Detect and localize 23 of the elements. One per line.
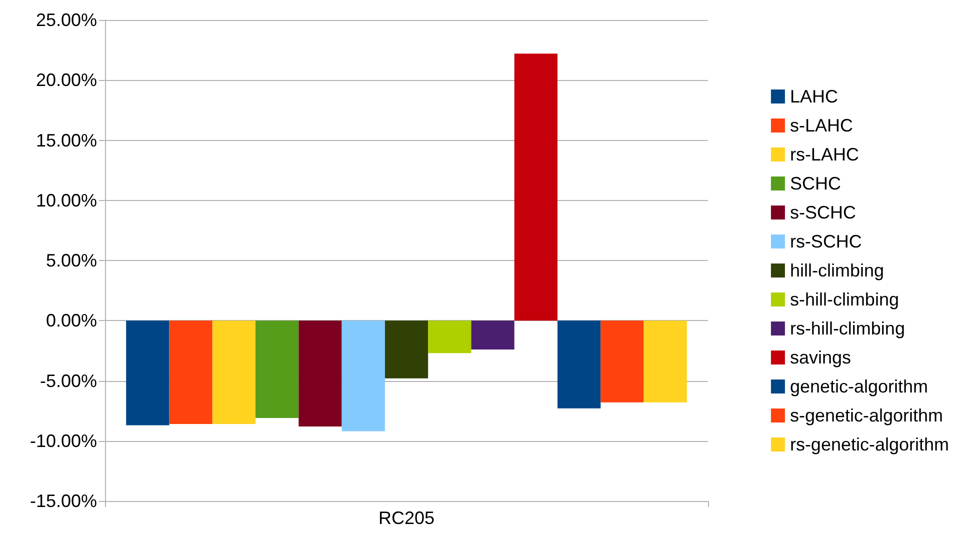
legend-label: savings [790,348,851,368]
y-tick-label: 25.00% [36,10,97,30]
legend-label: LAHC [790,86,838,106]
legend-label: rs-SCHC [790,232,862,252]
y-tick-label: 15.00% [36,130,97,150]
y-tick-label: -5.00% [40,370,97,391]
legend-label: s-SCHC [790,202,856,222]
y-tick-label: -10.00% [30,430,97,451]
y-tick-label: 0.00% [46,310,97,331]
legend-label: s-hill-climbing [790,290,899,310]
legend-label: hill-climbing [790,260,884,280]
legend-label: rs-genetic-algorithm [790,434,950,454]
y-tick-label: 10.00% [36,190,97,210]
legend-label: s-LAHC [790,116,853,136]
legend-label: s-genetic-algorithm [790,406,944,426]
y-tick-label: -15.00% [30,491,97,511]
legend-label: SCHC [790,174,841,194]
legend-label: genetic-algorithm [790,376,928,396]
y-tick-label: 20.00% [36,70,97,90]
y-tick-label: 5.00% [46,250,97,270]
legend-label: rs-LAHC [790,144,859,164]
legend-label: rs-hill-climbing [790,318,905,338]
x-tick-label: RC205 [378,508,435,528]
